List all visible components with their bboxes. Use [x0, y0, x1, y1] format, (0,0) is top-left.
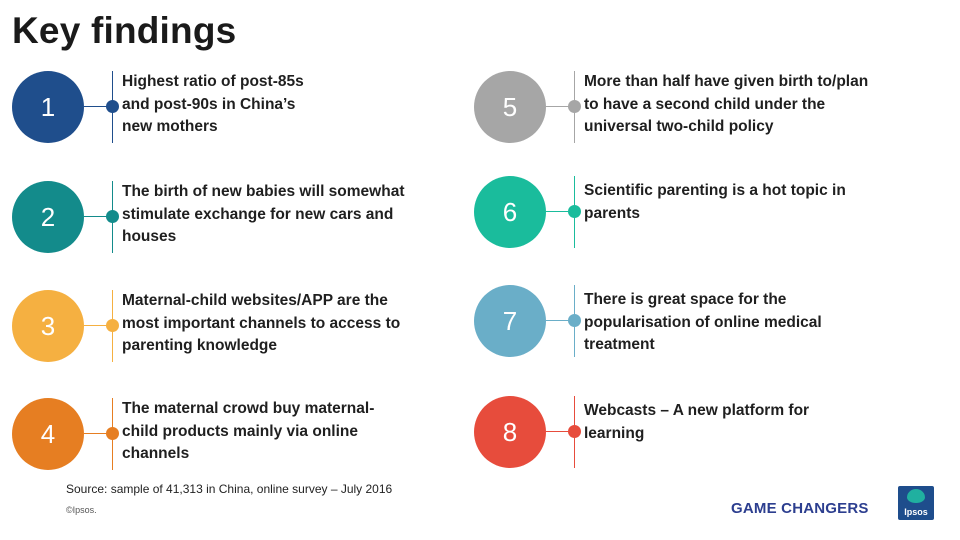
- finding-6: 6 Scientific parenting is a hot topic in…: [474, 176, 914, 256]
- finding-2: 2 The birth of new babies will somewhat …: [12, 181, 452, 261]
- finding-3: 3 Maternal-child websites/APP are the mo…: [12, 290, 452, 370]
- finding-number-circle: 4: [12, 398, 84, 470]
- finding-number-circle: 8: [474, 396, 546, 468]
- finding-number-circle: 1: [12, 71, 84, 143]
- connector-dot: [568, 205, 581, 218]
- connector-line: [84, 106, 114, 107]
- finding-text: Maternal-child websites/APP are the most…: [122, 292, 401, 354]
- connector-dot: [106, 319, 119, 332]
- ipsos-logo: Ipsos: [898, 486, 934, 520]
- finding-text: The birth of new babies will somewhat st…: [122, 183, 405, 245]
- connector-dot: [106, 100, 119, 113]
- finding-number-circle: 2: [12, 181, 84, 253]
- finding-8: 8 Webcasts – A new platform for learning: [474, 396, 914, 476]
- finding-text: Webcasts – A new platform for learning: [584, 402, 810, 442]
- connector-dot: [106, 210, 119, 223]
- finding-text: More than half have given birth to/plan …: [584, 73, 869, 135]
- finding-text: Highest ratio of post-85s and post-90s i…: [122, 73, 304, 135]
- finding-1: 1 Highest ratio of post-85s and post-90s…: [12, 71, 452, 151]
- connector-line: [546, 106, 576, 107]
- finding-number-circle: 3: [12, 290, 84, 362]
- connector-line: [546, 320, 576, 321]
- finding-number-circle: 6: [474, 176, 546, 248]
- connector-dot: [568, 314, 581, 327]
- connector-dot: [568, 100, 581, 113]
- finding-5: 5 More than half have given birth to/pla…: [474, 71, 914, 151]
- connector-dot: [568, 425, 581, 438]
- finding-4: 4 The maternal crowd buy maternal- child…: [12, 398, 452, 478]
- logo-leaf-icon: [907, 489, 925, 503]
- finding-number-circle: 5: [474, 71, 546, 143]
- finding-text: Scientific parenting is a hot topic in p…: [584, 182, 846, 222]
- finding-number-circle: 7: [474, 285, 546, 357]
- connector-line: [84, 433, 114, 434]
- finding-text: The maternal crowd buy maternal- child p…: [122, 400, 375, 462]
- connector-dot: [106, 427, 119, 440]
- logo-text: Ipsos: [904, 507, 928, 517]
- finding-text: There is great space for the popularisat…: [584, 291, 822, 353]
- finding-7: 7 There is great space for the popularis…: [474, 285, 914, 365]
- copyright-note: ©Ipsos.: [66, 505, 97, 515]
- source-note: Source: sample of 41,313 in China, onlin…: [66, 482, 393, 496]
- connector-line: [84, 325, 114, 326]
- page-title: Key findings: [12, 10, 237, 51]
- connector-line: [546, 211, 576, 212]
- connector-line: [84, 216, 114, 217]
- game-changers-tagline: GAME CHANGERS: [731, 500, 869, 517]
- connector-line: [546, 431, 576, 432]
